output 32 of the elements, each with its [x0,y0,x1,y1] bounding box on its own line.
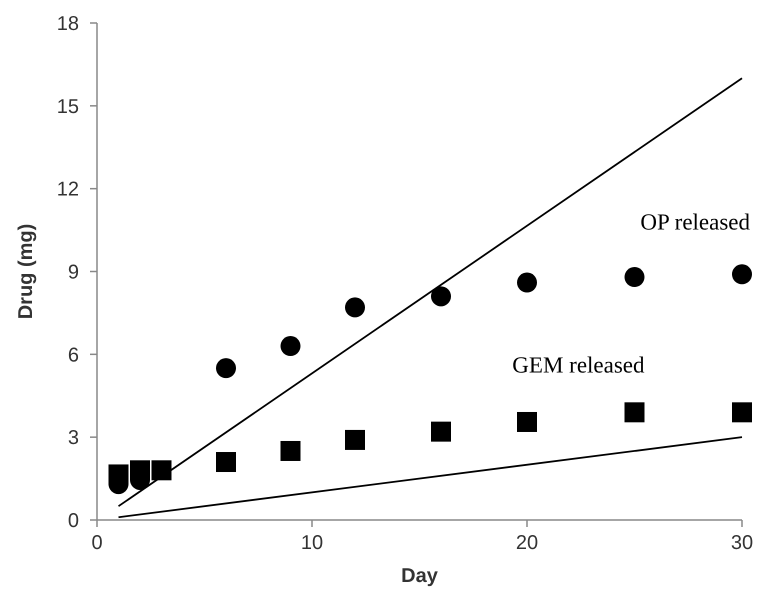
series-label: OP released [640,209,750,234]
point [280,440,300,461]
series-label: GEM released [512,352,645,378]
x-tick-label: 30 [730,532,754,554]
x-tick-label: 20 [516,532,538,554]
y-tick-label: 12 [56,178,79,201]
x-axis-title: Day [401,565,439,587]
point [517,412,537,432]
x-tick-label: 10 [300,532,324,554]
point [732,264,752,284]
y-tick-label: 0 [68,510,79,532]
point [216,358,236,378]
y-axis-title: Drug (mg) [15,224,37,320]
point [152,460,172,480]
y-tick-label: 6 [68,344,79,366]
y-tick-label: 9 [68,262,79,284]
y-tick-label: 18 [56,13,79,35]
point [108,464,128,484]
point [130,460,150,480]
point [732,402,752,422]
point [431,422,451,442]
point [216,452,236,472]
point [431,286,451,306]
point [345,297,365,318]
point [517,272,537,293]
point [624,267,644,288]
y-tick-label: 15 [56,96,79,118]
x-tick-label: 0 [91,532,103,554]
point [345,430,365,450]
point [280,336,300,356]
y-tick-label: 3 [68,427,79,450]
point [624,402,644,422]
